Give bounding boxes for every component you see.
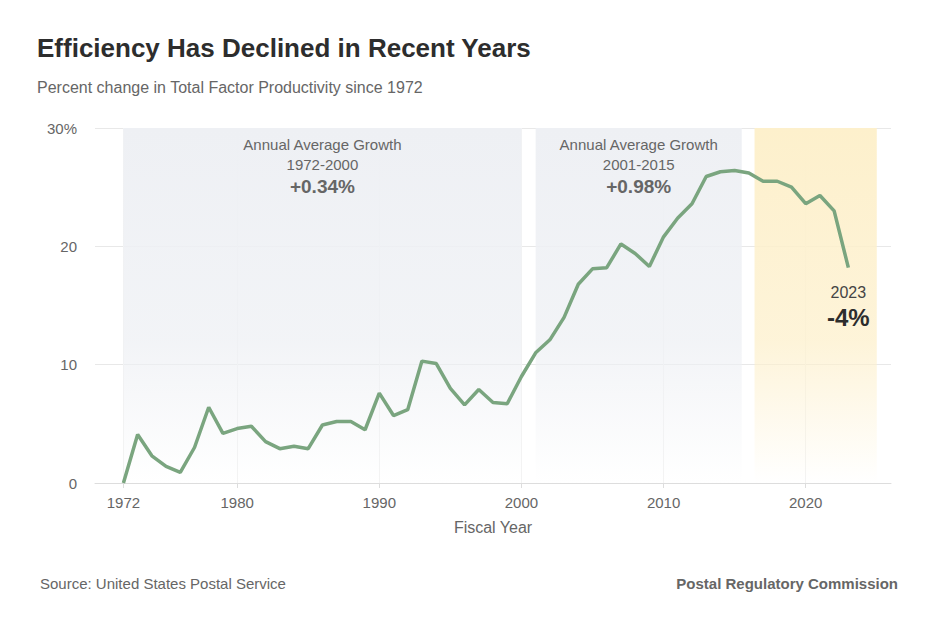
svg-text:+0.98%: +0.98%: [606, 176, 671, 197]
svg-text:10: 10: [60, 356, 77, 373]
svg-text:20: 20: [60, 238, 77, 255]
svg-text:30%: 30%: [47, 120, 77, 137]
svg-text:Annual Average Growth: Annual Average Growth: [243, 136, 401, 153]
svg-text:Percent change in Total Factor: Percent change in Total Factor Productiv…: [37, 79, 423, 96]
svg-text:2020: 2020: [789, 494, 822, 511]
svg-text:2023: 2023: [831, 284, 867, 301]
svg-text:2000: 2000: [505, 494, 538, 511]
svg-text:2010: 2010: [647, 494, 680, 511]
svg-text:2001-2015: 2001-2015: [603, 156, 675, 173]
svg-text:+0.34%: +0.34%: [290, 176, 355, 197]
svg-text:Fiscal Year: Fiscal Year: [454, 519, 533, 536]
svg-text:1972-2000: 1972-2000: [287, 156, 359, 173]
svg-text:Efficiency Has Declined in Rec: Efficiency Has Declined in Recent Years: [37, 33, 531, 63]
svg-text:1990: 1990: [363, 494, 396, 511]
svg-text:Source: United States Postal S: Source: United States Postal Service: [40, 575, 286, 592]
svg-text:-4%: -4%: [827, 304, 870, 331]
svg-text:1972: 1972: [107, 494, 140, 511]
svg-text:Annual Average Growth: Annual Average Growth: [560, 136, 718, 153]
svg-text:1980: 1980: [220, 494, 253, 511]
svg-text:0: 0: [69, 475, 77, 492]
svg-text:Postal Regulatory Commission: Postal Regulatory Commission: [676, 575, 898, 592]
